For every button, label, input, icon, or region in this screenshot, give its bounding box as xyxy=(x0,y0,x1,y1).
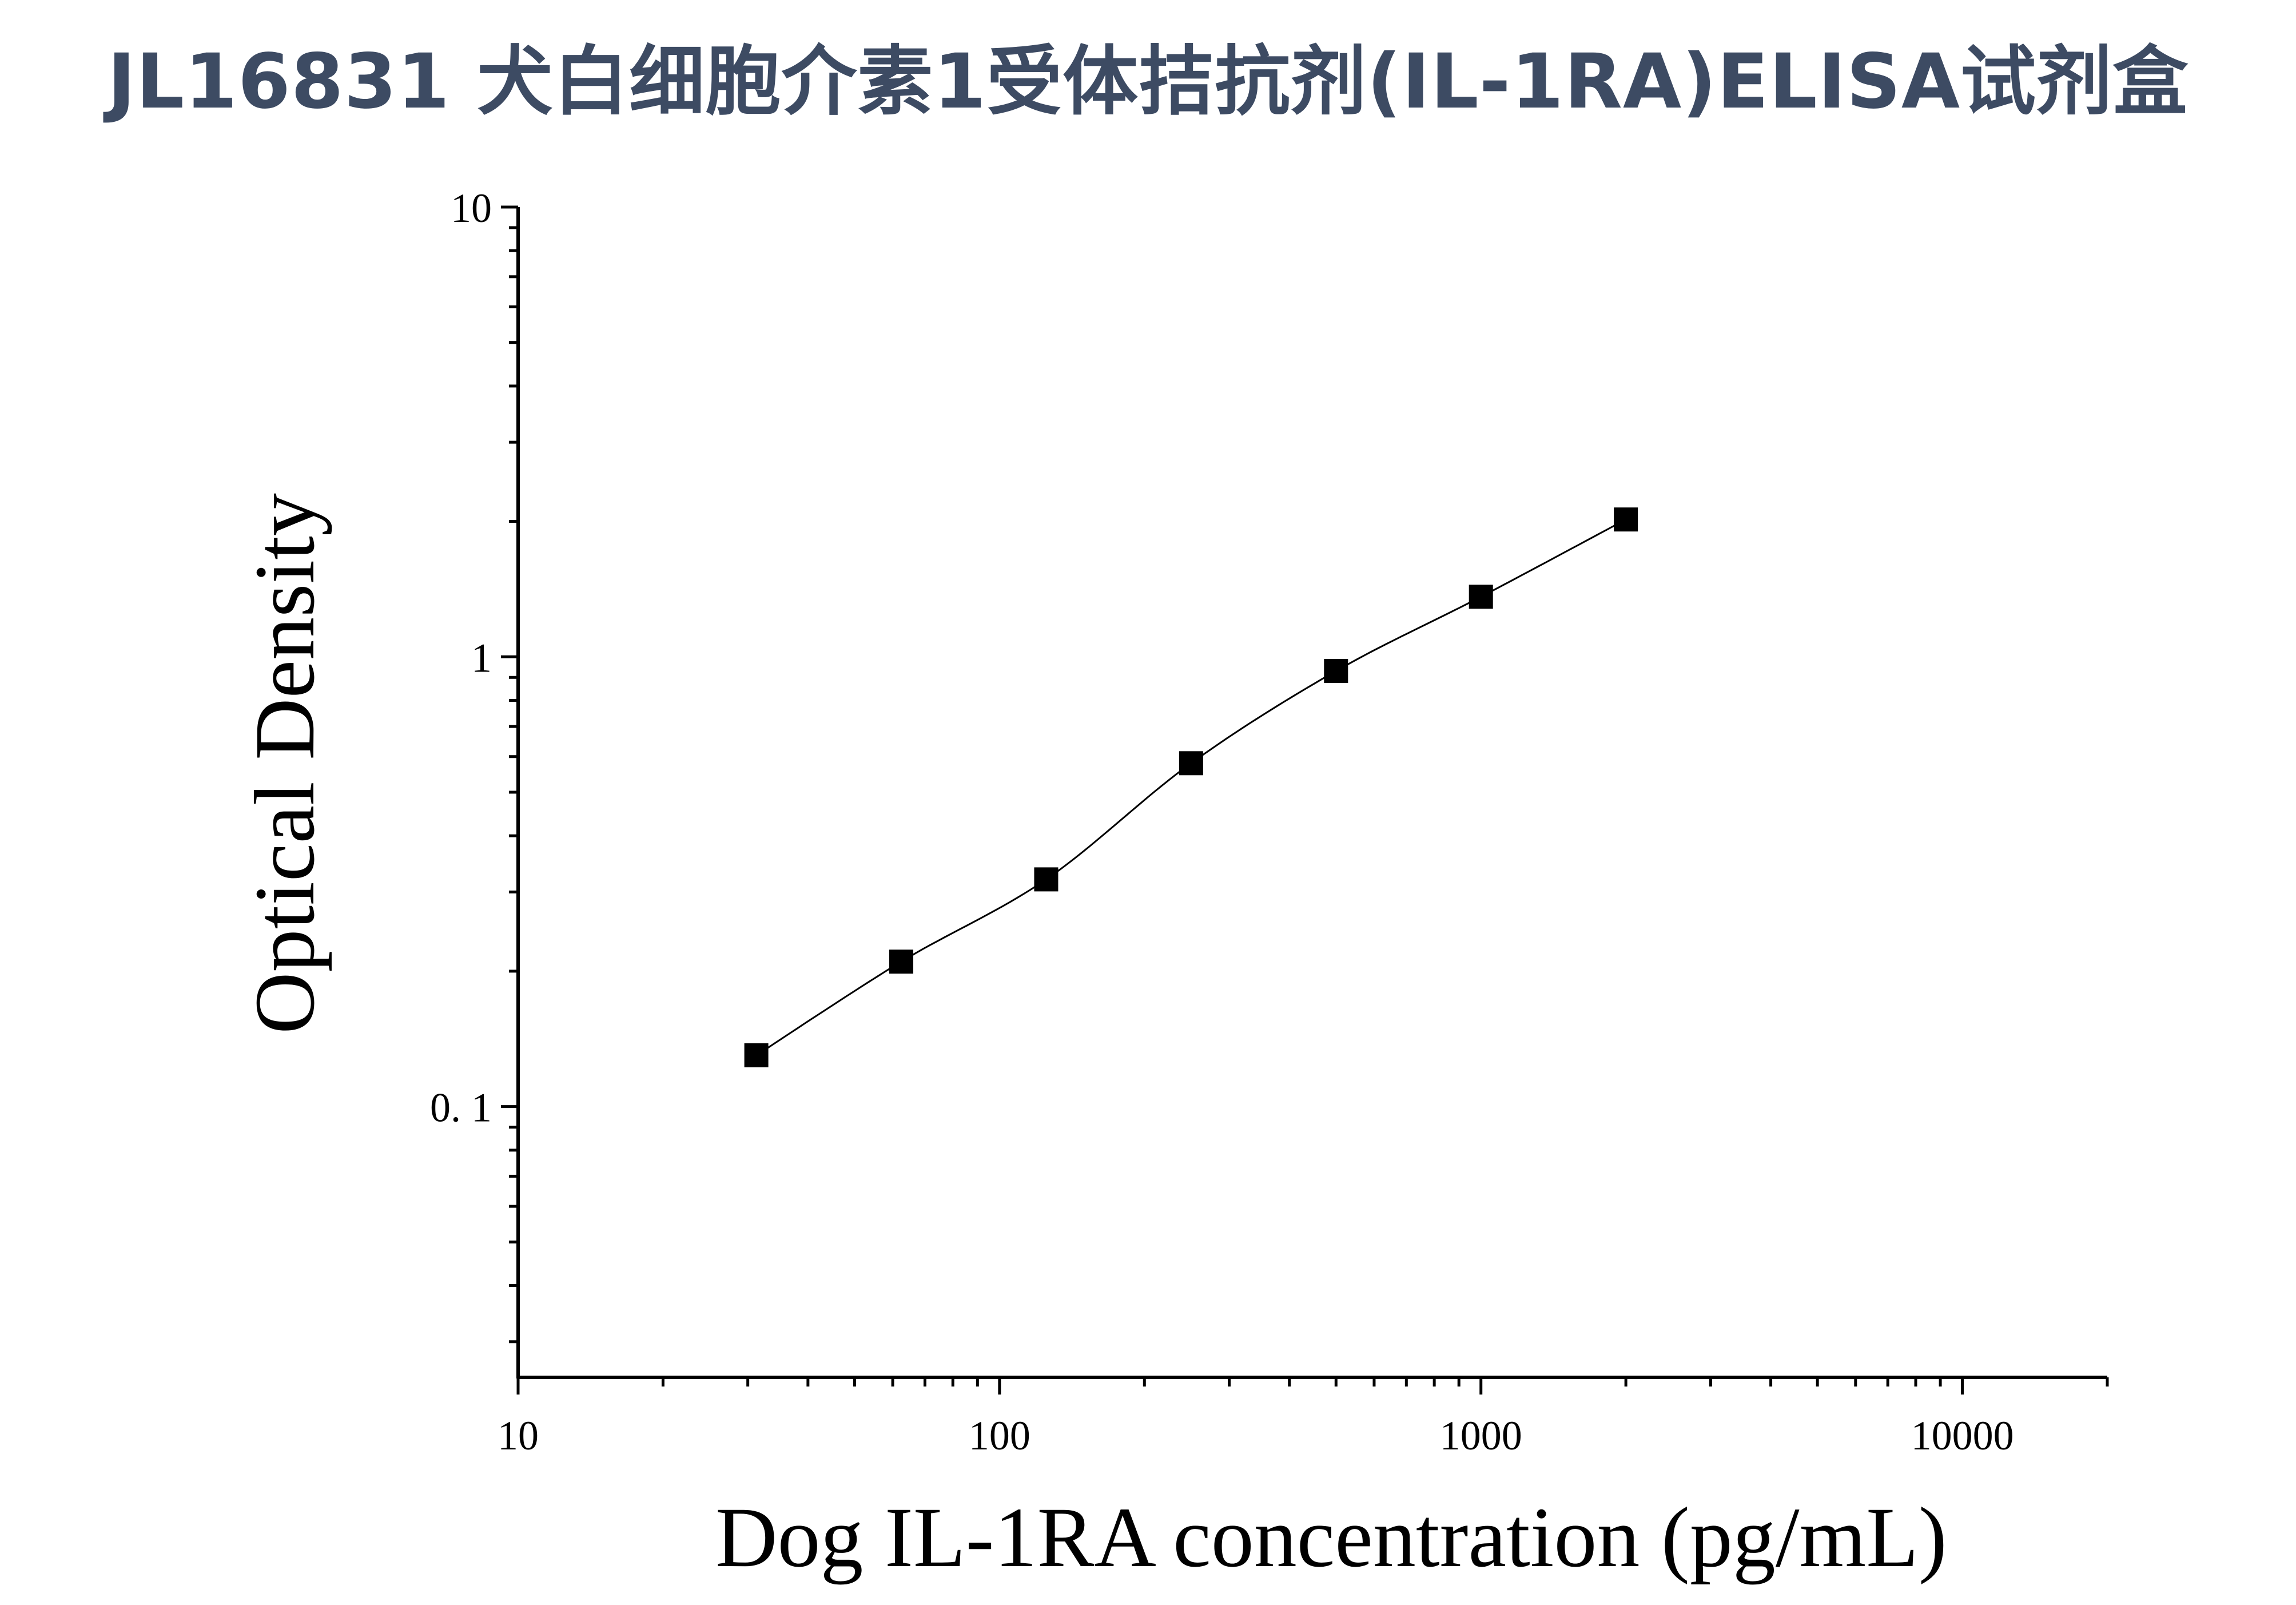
data-point xyxy=(1324,659,1348,684)
x-tick-label: 100 xyxy=(969,1413,1030,1459)
y-axis-ticks: 0. 1 1 10 xyxy=(430,185,518,1344)
x-tick-label: 1000 xyxy=(1440,1413,1522,1459)
data-point xyxy=(889,950,914,974)
y-tick-label: 10 xyxy=(451,185,492,231)
x-tick-label: 10000 xyxy=(1911,1413,2014,1459)
y-tick-label: 0. 1 xyxy=(430,1085,492,1131)
fit-curve xyxy=(755,518,1626,1056)
axes xyxy=(516,207,2107,1379)
data-points xyxy=(744,507,1638,1068)
page-title: JL16831 犬白细胞介素1受体拮抗剂(IL-1RA)ELISA试剂盒 xyxy=(107,38,2189,126)
y-axis-title: Optical Density xyxy=(237,493,332,1034)
x-tick-label: 10 xyxy=(498,1413,539,1459)
x-axis-title: Dog IL-1RA concentration (pg/mL) xyxy=(715,1490,1947,1585)
data-point xyxy=(744,1043,769,1068)
data-point xyxy=(1469,585,1493,609)
fit-curve-layer xyxy=(755,518,1626,1056)
x-axis-ticks: 10 100 1000 10000 xyxy=(498,1377,2109,1459)
data-point xyxy=(1179,751,1203,776)
data-point xyxy=(1614,507,1638,532)
data-point xyxy=(1034,867,1059,892)
y-tick-label: 1 xyxy=(471,635,492,681)
